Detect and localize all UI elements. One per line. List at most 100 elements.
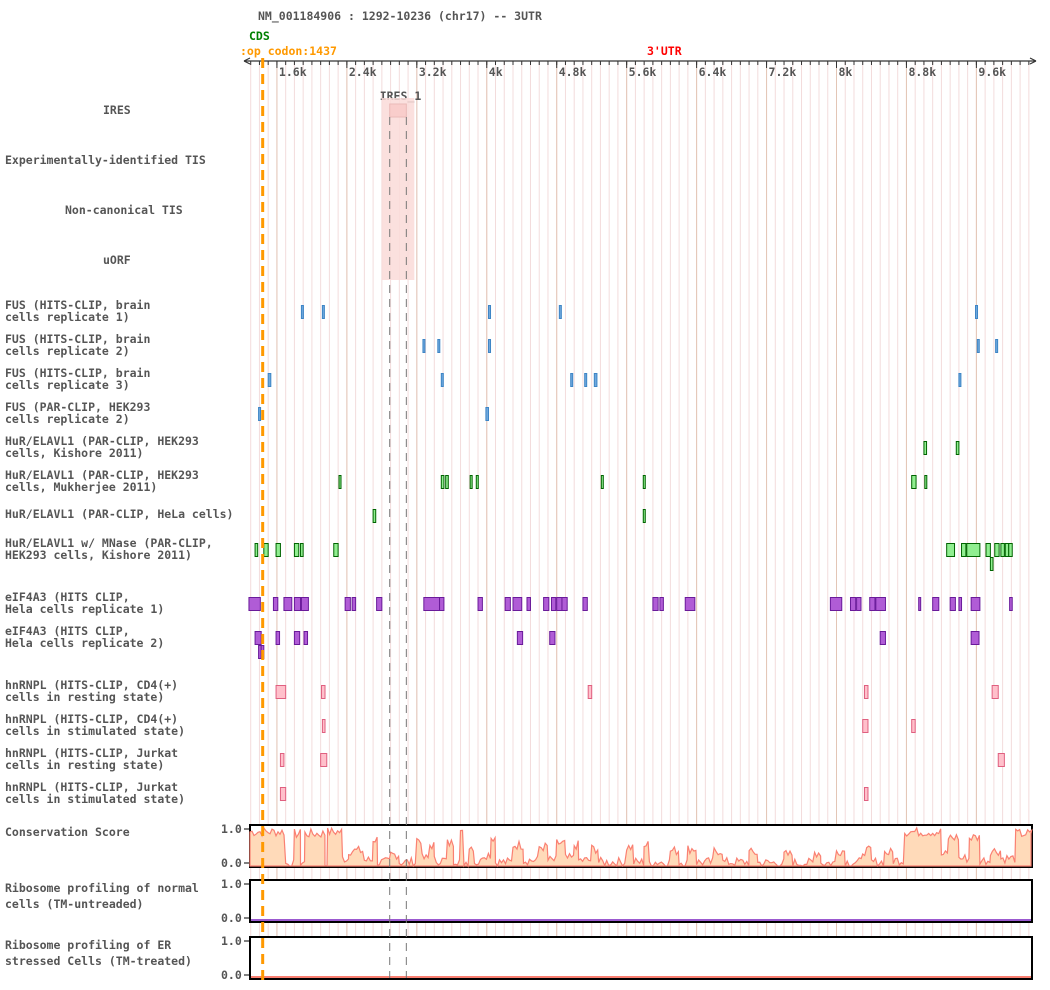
feature-block — [994, 543, 1000, 557]
feature-block — [652, 597, 659, 611]
track-label: Experimentally-identified TIS — [5, 153, 206, 167]
feature-block — [975, 305, 979, 319]
track-label: Ribosome profiling of normal — [5, 881, 199, 895]
feature-block — [949, 597, 956, 611]
feature-block — [321, 685, 326, 699]
feature-block — [991, 685, 999, 699]
track-label: FUS (HITS-CLIP, brain — [5, 332, 150, 346]
feature-block — [439, 597, 445, 611]
feature-block — [512, 597, 523, 611]
feature-block — [879, 631, 886, 645]
feature-block — [293, 631, 301, 645]
track-label: cells in stimulated state) — [5, 792, 185, 806]
feature-block — [333, 543, 339, 557]
track-label: cells in resting state) — [5, 690, 164, 704]
track-label: eIF4A3 (HITS CLIP, — [5, 624, 130, 638]
feature-block — [989, 557, 994, 571]
feature-block — [258, 407, 262, 421]
feature-block — [958, 373, 962, 387]
feature-block — [422, 339, 426, 353]
feature-block — [995, 339, 999, 353]
track-label: hnRNPL (HITS-CLIP, Jurkat — [5, 746, 178, 760]
feature-block — [875, 597, 886, 611]
feature-block — [303, 631, 309, 645]
position-axis: 1.6k 2.4k 3.2k 4k 4.8k 5.6k 6.4k 7.2k 8k 8.8k 9.6k — [243, 57, 1037, 79]
feature-block — [829, 597, 843, 611]
track-label: Hela cells replicate 1) — [5, 602, 164, 616]
feature-block — [526, 597, 531, 611]
track-label: FUS (HITS-CLIP, brain — [5, 298, 150, 312]
track-label: HuR/ELAVL1 (PAR-CLIP, HEK293 — [5, 468, 199, 482]
feature-block — [642, 509, 646, 523]
track-label: cells, Mukherjee 2011) — [5, 480, 157, 494]
track-label: hnRNPL (HITS-CLIP, Jurkat — [5, 780, 178, 794]
feature-block — [659, 597, 664, 611]
track-label: cells replicate 3) — [5, 378, 130, 392]
y-max-label: 1.0 — [221, 877, 242, 891]
axis-arrow-left — [243, 57, 251, 65]
feature-block — [970, 631, 980, 645]
y-min-label: 0.0 — [221, 911, 242, 925]
track-label: stressed Cells (TM-treated) — [5, 954, 192, 968]
feature-block — [300, 543, 304, 557]
track-label: HEK293 cells, Kishore 2011) — [5, 548, 192, 562]
feature-block — [423, 597, 441, 611]
feature-block — [856, 597, 862, 611]
feature-block — [440, 373, 444, 387]
feature-block — [946, 543, 956, 557]
feature-block — [254, 543, 259, 557]
axis-tick-label: 5.6k — [629, 65, 657, 79]
feature-block — [1008, 543, 1013, 557]
track-ribo2: Ribosome profiling of ER stressed Cells (… — [5, 934, 1033, 982]
feature-block — [477, 597, 483, 611]
feature-block — [275, 685, 287, 699]
track-uorf: uORF — [103, 253, 131, 267]
feature-block — [351, 597, 357, 611]
track-label: cells in stimulated state) — [5, 724, 185, 738]
track-label: IRES — [103, 103, 131, 117]
feature-block — [1000, 543, 1005, 557]
feature-block — [923, 441, 928, 455]
utr-label: 3'UTR — [647, 44, 682, 58]
feature-block — [924, 475, 928, 489]
axis-tick-label: 2.4k — [349, 65, 377, 79]
cds-label: CDS — [249, 29, 270, 43]
feature-block — [593, 373, 598, 387]
feature-block — [488, 339, 492, 353]
track-label: cells replicate 1) — [5, 310, 130, 324]
axis-arrow-right — [1029, 57, 1037, 65]
feature-block — [997, 753, 1005, 767]
feature-block — [970, 597, 981, 611]
feature-block — [275, 631, 281, 645]
feature-block — [862, 719, 869, 733]
feature-block — [275, 543, 281, 557]
y-min-label: 0.0 — [221, 968, 242, 982]
feature-block — [475, 475, 479, 489]
feature-block — [267, 373, 272, 387]
feature-block — [293, 597, 302, 611]
feature-block — [283, 597, 293, 611]
feature-block — [684, 597, 696, 611]
feature-block — [863, 787, 869, 801]
stop-codon-label: :op codon:1437 — [240, 44, 337, 58]
feature-block — [549, 631, 556, 645]
feature-block — [642, 475, 646, 489]
feature-block — [485, 407, 490, 421]
feature-block — [1009, 597, 1013, 611]
feature-block — [961, 543, 967, 557]
feature-block — [849, 597, 857, 611]
track-cons: Conservation Score 1.0 0.0 — [5, 822, 1033, 870]
axis-tick-label: 4.8k — [559, 65, 587, 79]
track-hn1: hnRNPL (HITS-CLIP, CD4(+)cells in restin… — [5, 678, 999, 704]
axis-tick-label: 7.2k — [769, 65, 797, 79]
track-label: hnRNPL (HITS-CLIP, CD4(+) — [5, 678, 178, 692]
feature-block — [911, 719, 916, 733]
axis-tick-label: 6.4k — [699, 65, 727, 79]
plot-frame — [249, 936, 1033, 980]
